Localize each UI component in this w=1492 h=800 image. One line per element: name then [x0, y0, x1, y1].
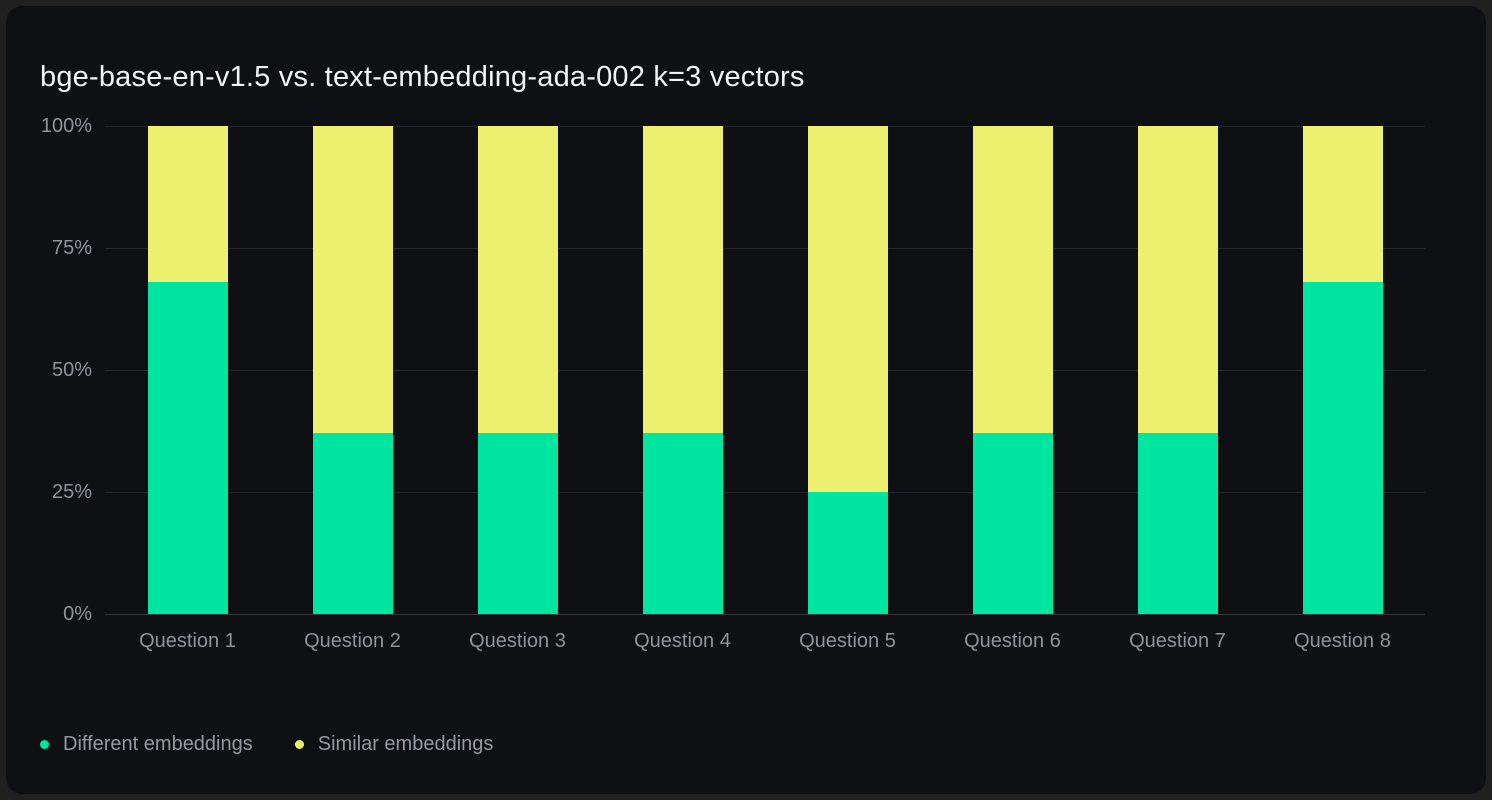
bar-slot-5: Question 5 [765, 126, 930, 652]
gridline-100 [105, 126, 1425, 127]
bar-question-1[interactable] [147, 126, 228, 614]
bar-segment-similar-q5[interactable] [807, 126, 888, 492]
bar-segment-similar-q1[interactable] [147, 126, 228, 283]
gridline-75 [105, 248, 1425, 249]
x-axis-line [105, 614, 1425, 615]
chart-title: bge-base-en-v1.5 vs. text-embedding-ada-… [40, 61, 805, 94]
bar-slot-2: Question 2 [270, 126, 435, 652]
bar-segment-similar-q6[interactable] [972, 126, 1053, 434]
x-axis-label-8: Question 8 [1294, 630, 1391, 652]
bar-question-2[interactable] [312, 126, 393, 614]
x-axis-label-7: Question 7 [1129, 630, 1226, 652]
bar-question-7[interactable] [1137, 126, 1218, 614]
x-axis-label-2: Question 2 [304, 630, 401, 652]
bar-segment-different-q2[interactable] [312, 433, 393, 614]
bar-segment-different-q1[interactable] [147, 282, 228, 614]
bar-question-3[interactable] [477, 126, 558, 614]
x-axis-label-6: Question 6 [964, 630, 1061, 652]
bar-question-8[interactable] [1302, 126, 1383, 614]
legend-label: Similar embeddings [317, 733, 494, 755]
chart-card: bge-base-en-v1.5 vs. text-embedding-ada-… [6, 6, 1486, 794]
bar-segment-different-q6[interactable] [972, 433, 1053, 614]
bars-row: Question 1 Question 2 Question 3 Question 4… [105, 126, 1425, 652]
bar-segment-similar-q7[interactable] [1137, 126, 1218, 434]
bar-segment-different-q4[interactable] [642, 433, 723, 614]
y-tick-label-25: 25% [51, 481, 92, 503]
legend-dot-icon [40, 740, 49, 749]
bar-slot-4: Question 4 [600, 126, 765, 652]
y-tick-label-75: 75% [51, 237, 92, 259]
bar-slot-8: Question 8 [1260, 126, 1425, 652]
bar-question-4[interactable] [642, 126, 723, 614]
gridline-50 [105, 370, 1425, 371]
x-axis-label-3: Question 3 [469, 630, 566, 652]
bar-slot-3: Question 3 [435, 126, 600, 652]
x-axis-label-4: Question 4 [634, 630, 731, 652]
bar-segment-similar-q4[interactable] [642, 126, 723, 434]
bar-segment-different-q3[interactable] [477, 433, 558, 614]
y-tick-label-0: 0% [63, 603, 92, 625]
legend: Different embeddings Similar embeddings [40, 733, 493, 756]
x-axis-label-5: Question 5 [799, 630, 896, 652]
legend-item-different-embeddings[interactable]: Different embeddings [40, 733, 253, 756]
legend-item-similar-embeddings[interactable]: Similar embeddings [294, 733, 494, 756]
legend-dot-icon [294, 740, 304, 749]
bar-slot-7: Question 7 [1095, 126, 1260, 652]
bar-segment-similar-q3[interactable] [477, 126, 558, 434]
bar-segment-different-q5[interactable] [807, 492, 888, 614]
bar-segment-different-q7[interactable] [1137, 433, 1218, 614]
bar-segment-similar-q2[interactable] [312, 126, 393, 434]
bar-question-6[interactable] [972, 126, 1053, 614]
y-tick-label-50: 50% [51, 359, 92, 381]
legend-label: Different embeddings [63, 733, 253, 755]
bar-segment-similar-q8[interactable] [1302, 126, 1383, 283]
gridline-25 [105, 492, 1425, 493]
bar-slot-1: Question 1 [105, 126, 270, 652]
bar-slot-6: Question 6 [930, 126, 1095, 652]
bar-segment-different-q8[interactable] [1302, 282, 1383, 614]
plot-area: 100% 75% 50% 25% 0% Question 1 Question 2 Quest… [41, 116, 1425, 652]
bar-question-5[interactable] [807, 126, 888, 614]
x-axis-label-1: Question 1 [139, 630, 236, 652]
y-tick-label-100: 100% [40, 115, 92, 137]
